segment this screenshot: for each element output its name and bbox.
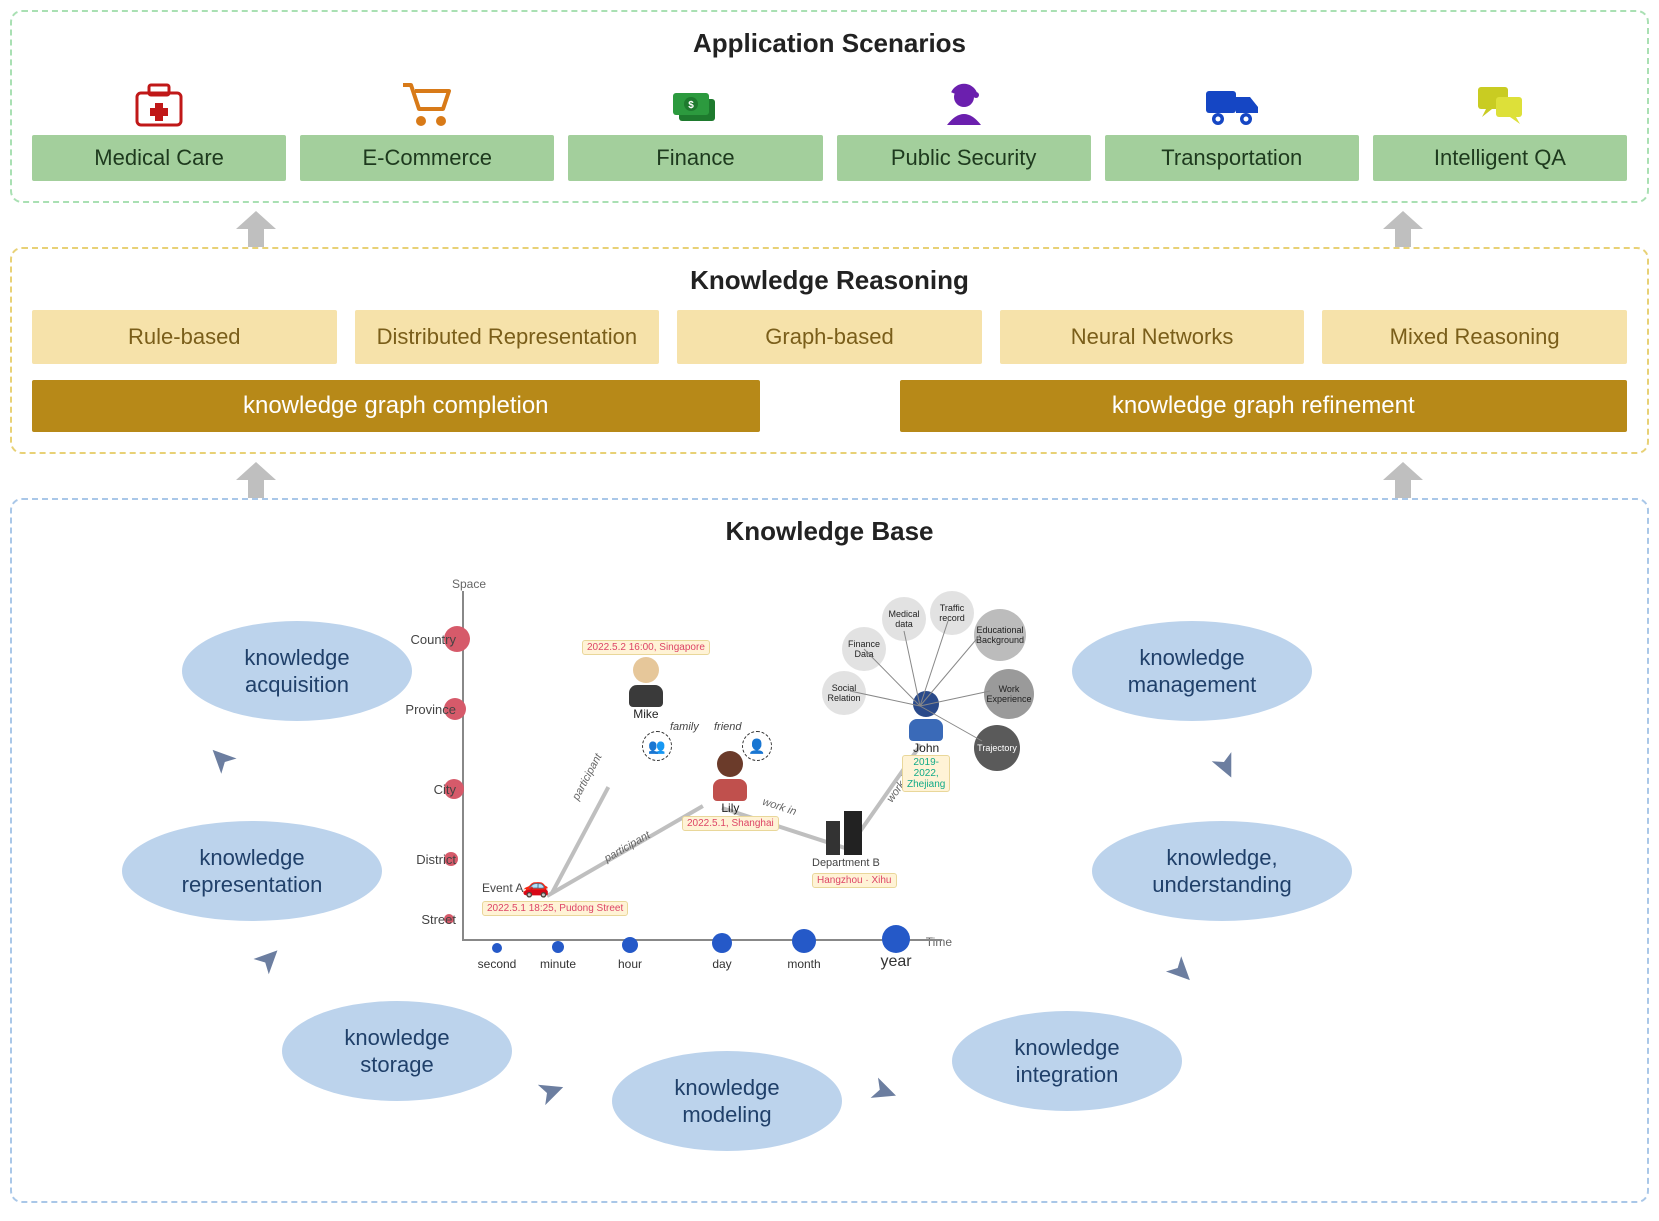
y-tick-label: District	[396, 852, 456, 867]
person-mike: 2022.5.2 16:00, Singapore Mike	[582, 639, 710, 721]
kb-title: Knowledge Base	[32, 516, 1627, 547]
up-arrow-icon	[230, 458, 282, 502]
attr-bubble: Educational Background	[974, 609, 1026, 661]
app-medical: Medical Care	[32, 73, 286, 181]
reasoning-panel: Knowledge Reasoning Rule-based Distribut…	[10, 247, 1649, 454]
up-arrow-icon	[1377, 207, 1429, 251]
x-tick-label: second	[478, 957, 517, 971]
up-arrow-icon	[1377, 458, 1429, 502]
flow-arrow-icon: ➤	[197, 735, 245, 783]
john-tag: 2019-2022, Zhejiang	[902, 755, 950, 792]
ellipse-modeling: knowledgemodeling	[612, 1051, 842, 1151]
method-mixed: Mixed Reasoning	[1322, 310, 1627, 364]
app-finance-label: Finance	[568, 135, 822, 181]
rel-friend: friend	[714, 721, 742, 733]
department-node	[822, 809, 868, 855]
truck-icon	[1202, 73, 1262, 129]
john-name: John	[902, 741, 950, 755]
mike-tag: 2022.5.2 16:00, Singapore	[582, 640, 710, 655]
app-medical-label: Medical Care	[32, 135, 286, 181]
x-axis-label: Time	[926, 935, 952, 949]
app-qa: Intelligent QA	[1373, 73, 1627, 181]
rel-family: family	[670, 721, 699, 733]
y-tick-label: Country	[396, 632, 456, 647]
app-security: Public Security	[837, 73, 1091, 181]
event-node: 🚗	[522, 873, 549, 899]
flow-arrow-icon: ➤	[864, 1068, 904, 1115]
attr-bubble: Traffic record	[930, 591, 974, 635]
chat-icon	[1472, 73, 1528, 129]
department-tag: Hangzhou · Xihu	[812, 873, 897, 888]
method-distributed: Distributed Representation	[355, 310, 660, 364]
arrows-reasoning-to-apps	[10, 207, 1649, 251]
flow-arrow-icon: ➤	[1202, 745, 1250, 788]
kb-inner: knowledgeacquisition knowledgerepresenta…	[32, 561, 1627, 1181]
attr-bubble: Finance Data	[842, 627, 886, 671]
flow-arrow-icon: ➤	[531, 1068, 571, 1115]
center-illustration: Space Time Country Province City Distric…	[422, 591, 942, 971]
family-icon: 👥	[642, 731, 672, 761]
method-graph: Graph-based	[677, 310, 982, 364]
attr-bubble: Medical data	[882, 597, 926, 641]
x-tick-label: minute	[540, 957, 576, 971]
rel-participant2: participant	[602, 830, 652, 866]
app-transport: Transportation	[1105, 73, 1359, 181]
person-lily: Lily 2022.5.1, Shanghai	[682, 751, 779, 831]
attr-bubble: Social Relation	[822, 671, 866, 715]
x-tick-label: hour	[618, 957, 642, 971]
attr-bubble: Trajectory	[974, 725, 1020, 771]
reasoning-title: Knowledge Reasoning	[32, 265, 1627, 296]
event-label: Event A	[482, 881, 523, 895]
ellipse-integration: knowledgeintegration	[952, 1011, 1182, 1111]
app-qa-label: Intelligent QA	[1373, 135, 1627, 181]
ellipse-representation: knowledgerepresentation	[122, 821, 382, 921]
x-tick-label: month	[787, 957, 820, 971]
method-nn: Neural Networks	[1000, 310, 1305, 364]
reasoning-bars-row: knowledge graph completion knowledge gra…	[32, 380, 1627, 432]
applications-row: Medical Care E-Commerce $ Finance Public…	[32, 73, 1627, 181]
svg-text:$: $	[689, 100, 695, 111]
x-tick-label: year	[880, 953, 911, 971]
x-tick-label: day	[712, 957, 731, 971]
bar-refinement: knowledge graph refinement	[900, 380, 1628, 432]
up-arrow-icon	[230, 207, 282, 251]
ellipse-management: knowledgemanagement	[1072, 621, 1312, 721]
agent-icon	[939, 73, 989, 129]
person-john: John 2019-2022, Zhejiang	[902, 691, 950, 792]
event-tag: 2022.5.1 18:25, Pudong Street	[482, 901, 628, 916]
medical-icon	[133, 73, 185, 129]
lily-tag: 2022.5.1, Shanghai	[682, 816, 779, 831]
app-security-label: Public Security	[837, 135, 1091, 181]
x-axis	[462, 939, 942, 941]
cart-icon	[399, 73, 455, 129]
y-tick-label: Street	[396, 912, 456, 927]
money-icon: $	[665, 73, 725, 129]
kb-panel: Knowledge Base knowledgeacquisition know…	[10, 498, 1649, 1203]
applications-panel: Application Scenarios Medical Care E-Com…	[10, 10, 1649, 203]
attr-bubble: Work Experience	[984, 669, 1034, 719]
y-tick-label: Province	[396, 702, 456, 717]
mike-name: Mike	[582, 707, 710, 721]
department-label: Department B	[812, 857, 880, 869]
ellipse-understanding: knowledge,understanding	[1092, 821, 1352, 921]
app-transport-label: Transportation	[1105, 135, 1359, 181]
applications-title: Application Scenarios	[32, 28, 1627, 59]
y-axis-label: Space	[452, 577, 486, 591]
reasoning-methods-row: Rule-based Distributed Representation Gr…	[32, 310, 1627, 364]
app-ecommerce-label: E-Commerce	[300, 135, 554, 181]
bar-completion: knowledge graph completion	[32, 380, 760, 432]
y-tick-label: City	[396, 782, 456, 797]
flow-arrow-icon: ➤	[1157, 947, 1205, 995]
ellipse-acquisition: knowledgeacquisition	[182, 621, 412, 721]
rel-participant1: participant	[570, 752, 604, 802]
arrows-kb-to-reasoning	[10, 458, 1649, 502]
app-finance: $ Finance	[568, 73, 822, 181]
ellipse-storage: knowledgestorage	[282, 1001, 512, 1101]
method-rule: Rule-based	[32, 310, 337, 364]
app-ecommerce: E-Commerce	[300, 73, 554, 181]
flow-arrow-icon: ➤	[244, 935, 292, 983]
